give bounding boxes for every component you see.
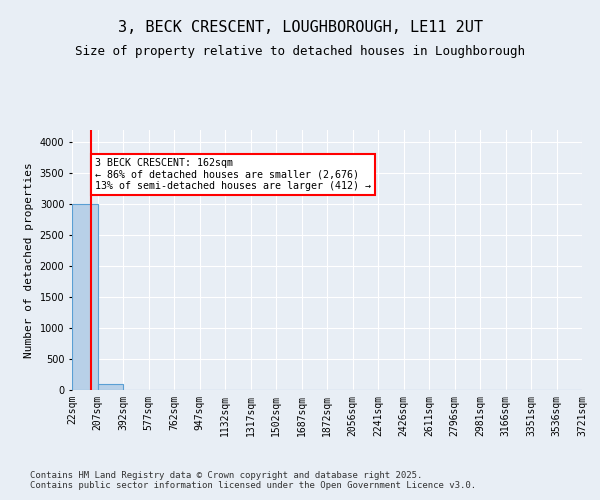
Y-axis label: Number of detached properties: Number of detached properties xyxy=(24,162,34,358)
Text: Contains HM Land Registry data © Crown copyright and database right 2025.
Contai: Contains HM Land Registry data © Crown c… xyxy=(30,470,476,490)
Text: 3 BECK CRESCENT: 162sqm
← 86% of detached houses are smaller (2,676)
13% of semi: 3 BECK CRESCENT: 162sqm ← 86% of detache… xyxy=(95,158,371,191)
Bar xyxy=(97,384,123,390)
Text: Size of property relative to detached houses in Loughborough: Size of property relative to detached ho… xyxy=(75,45,525,58)
Text: 3, BECK CRESCENT, LOUGHBOROUGH, LE11 2UT: 3, BECK CRESCENT, LOUGHBOROUGH, LE11 2UT xyxy=(118,20,482,35)
Bar xyxy=(72,204,97,390)
